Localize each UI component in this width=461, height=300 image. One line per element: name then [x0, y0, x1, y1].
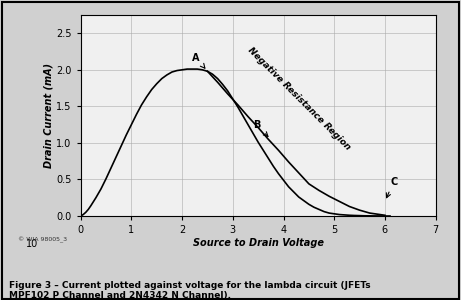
Text: 10: 10: [26, 239, 39, 249]
Text: C: C: [386, 177, 397, 198]
Y-axis label: Drain Current (mA): Drain Current (mA): [43, 63, 53, 168]
Text: Figure 3 – Current plotted against voltage for the lambda circuit (JFETs
MPF102 : Figure 3 – Current plotted against volta…: [9, 280, 371, 300]
Text: A: A: [192, 52, 205, 68]
Text: B: B: [253, 121, 268, 136]
Text: © WIA 98005_3: © WIA 98005_3: [18, 237, 68, 243]
X-axis label: Source to Drain Voltage: Source to Drain Voltage: [193, 238, 324, 248]
Text: Negative Resistance Region: Negative Resistance Region: [246, 46, 352, 152]
